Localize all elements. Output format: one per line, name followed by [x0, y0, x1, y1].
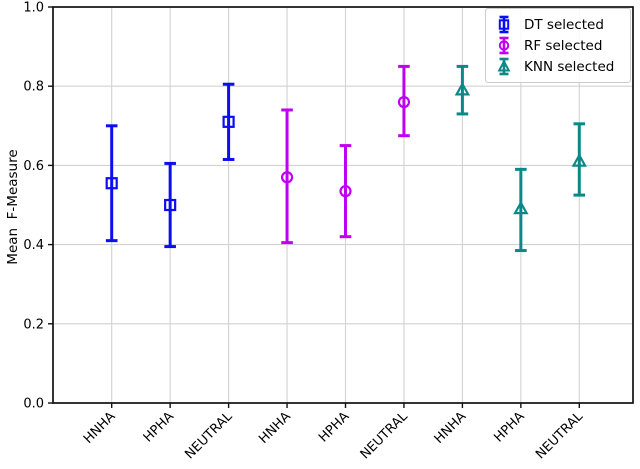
rf-errorbar-marker-icon: [498, 36, 510, 55]
legend: DT selected RF selected KNN selected: [485, 8, 631, 83]
legend-item-dt-selected: DT selected: [496, 14, 624, 35]
series-rf-selected: [280, 64, 411, 245]
y-tick-label: 0.8: [23, 80, 44, 95]
x-tick-label: HNHA: [256, 409, 294, 447]
knn-errorbar-marker-icon: [497, 57, 511, 76]
legend-label: KNN selected: [524, 58, 615, 75]
legend-item-knn-selected: KNN selected: [496, 56, 624, 77]
legend-label: RF selected: [524, 37, 603, 54]
legend-item-rf-selected: RF selected: [496, 35, 624, 56]
x-tick-label: NEUTRAL: [182, 409, 236, 463]
x-tick-label: HNHA: [81, 409, 119, 447]
x-tick-label: HPHA: [491, 409, 527, 445]
x-tick-label: NEUTRAL: [533, 409, 587, 463]
series-dt-selected: [105, 82, 235, 249]
y-tick-label: 1.0: [23, 1, 44, 16]
x-tick-label: HPHA: [141, 409, 177, 445]
y-tick-label: 0.4: [23, 238, 44, 253]
series-knn-selected: [454, 64, 587, 253]
y-tick-label: 0.6: [23, 159, 44, 174]
y-axis-ticks: 0.0 0.2 0.4 0.6 0.8 1.0: [23, 1, 53, 412]
x-tick-label: NEUTRAL: [358, 409, 412, 463]
y-tick-label: 0.2: [23, 317, 44, 332]
x-axis-ticks: HNHA HPHA NEUTRAL HNHA HPHA NEUTRAL HNHA HPHA NE…: [81, 403, 587, 462]
axes-box: [52, 6, 634, 404]
y-tick-label: 0.0: [23, 397, 44, 412]
legend-label: DT selected: [524, 16, 604, 33]
dt-errorbar-marker-icon: [498, 15, 510, 34]
x-tick-label: HNHA: [432, 409, 470, 447]
x-tick-label: HPHA: [316, 409, 352, 445]
y-axis-label: Mean F-Measure: [5, 149, 21, 265]
